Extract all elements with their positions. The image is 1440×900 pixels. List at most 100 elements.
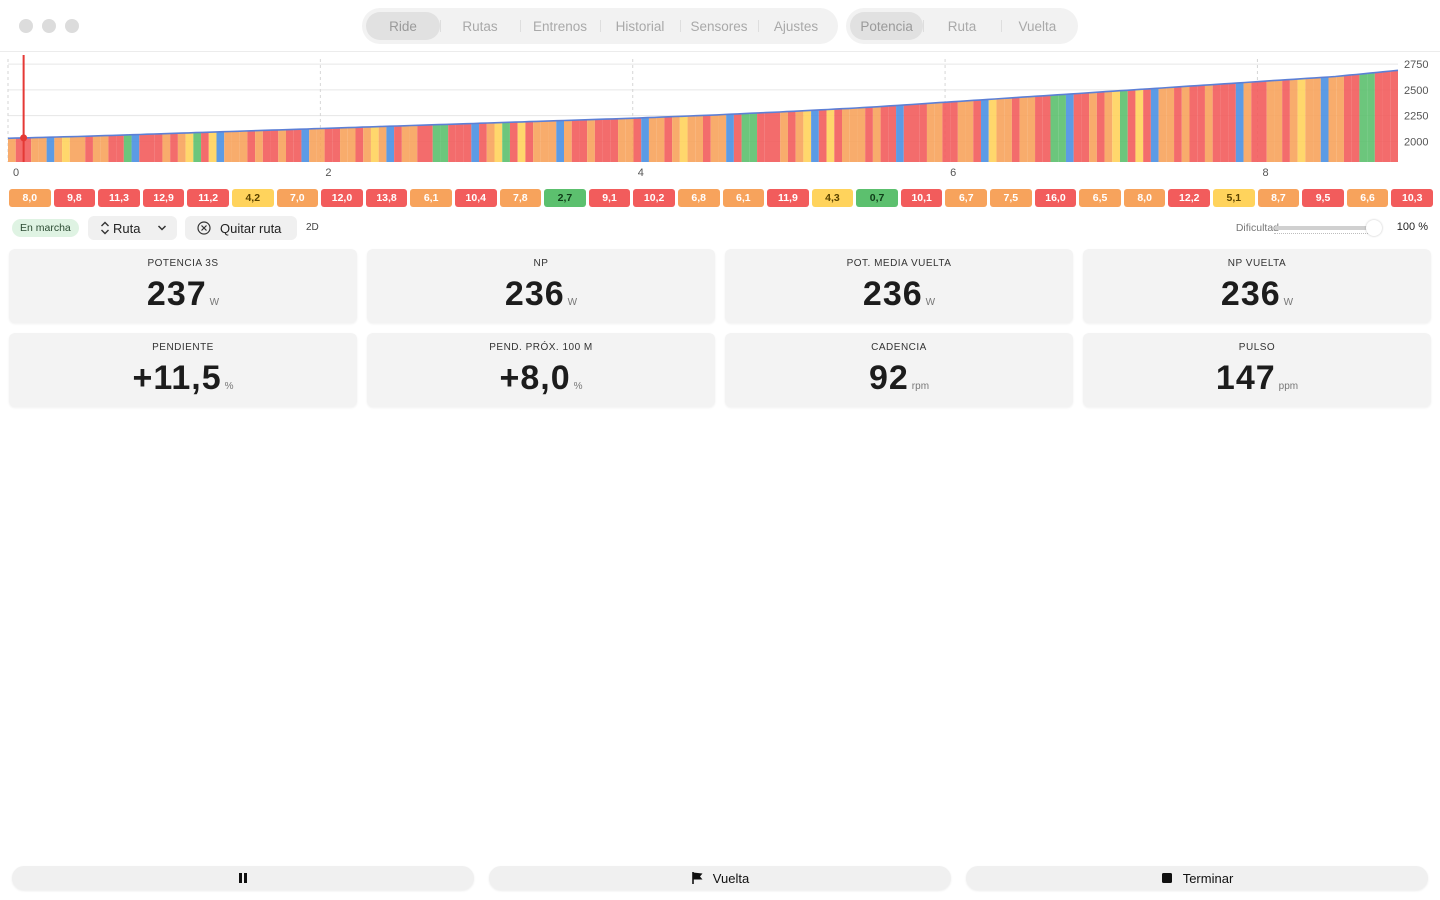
profile-segment bbox=[69, 136, 78, 162]
profile-segment bbox=[332, 127, 341, 162]
profile-segment bbox=[772, 111, 781, 162]
metric-label: NP bbox=[533, 258, 549, 269]
profile-segment bbox=[787, 111, 796, 162]
metric-tile[interactable]: PEND. PRÓX. 100 M +8,0% bbox=[367, 333, 715, 407]
remove-route-label: Quitar ruta bbox=[220, 220, 282, 236]
window-close-button[interactable] bbox=[19, 19, 33, 33]
profile-segment bbox=[641, 117, 649, 162]
tab-vuelta[interactable]: Vuelta bbox=[1000, 12, 1074, 40]
profile-segment bbox=[108, 135, 117, 162]
profile-segment bbox=[981, 99, 989, 162]
pause-button[interactable] bbox=[12, 866, 474, 890]
profile-segment bbox=[1197, 85, 1205, 162]
metric-tile[interactable]: PULSO 147 ppm bbox=[1083, 333, 1431, 407]
grade-box: 10,2 bbox=[633, 189, 675, 207]
remove-route-button[interactable]: Quitar ruta bbox=[185, 216, 297, 240]
profile-segment bbox=[1228, 83, 1236, 162]
metric-tile[interactable]: PENDIENTE +11,5% bbox=[9, 333, 357, 407]
grade-box: 6,1 bbox=[410, 189, 452, 207]
tab-historial[interactable]: Historial bbox=[600, 12, 680, 40]
metric-value-row: +11,5% bbox=[9, 359, 357, 398]
grade-box: 4,3 bbox=[811, 189, 854, 207]
profile-segment bbox=[880, 106, 889, 162]
grade-box: 5,1 bbox=[1213, 189, 1255, 207]
metric-tile[interactable]: POT. MEDIA VUELTA 236 W bbox=[725, 249, 1073, 323]
metric-label: PULSO bbox=[1238, 342, 1276, 353]
grade-box: 13,8 bbox=[365, 189, 408, 207]
profile-segment bbox=[1343, 74, 1352, 162]
position-marker bbox=[20, 134, 28, 142]
metric-tile[interactable]: NP VUELTA 236 W bbox=[1083, 249, 1431, 323]
metric-label: POT. MEDIA VUELTA bbox=[846, 258, 952, 269]
profile-segment bbox=[872, 106, 881, 162]
tab-ruta[interactable]: Ruta bbox=[923, 12, 1000, 40]
profile-segment bbox=[1058, 94, 1066, 162]
route-select[interactable]: Ruta bbox=[88, 216, 177, 240]
x-tick-label: 0 bbox=[13, 167, 19, 179]
profile-segment bbox=[471, 123, 480, 162]
profile-segment bbox=[370, 126, 379, 162]
elevation-profile-chart[interactable]: 2000 2250 2500 2750 0 2 4 6 8 bbox=[0, 55, 1440, 183]
metric-value: 147 bbox=[1215, 359, 1276, 397]
window-zoom-button[interactable] bbox=[65, 19, 79, 33]
profile-segment bbox=[780, 111, 788, 162]
profile-segment bbox=[177, 132, 186, 162]
profile-segment bbox=[540, 121, 549, 162]
tab-potencia[interactable]: Potencia bbox=[850, 12, 924, 40]
metric-value: +11,5 bbox=[132, 359, 222, 397]
tab-ajustes[interactable]: Ajustes bbox=[758, 12, 834, 40]
tab-sensores[interactable]: Sensores bbox=[680, 12, 758, 40]
grade-box: 10,1 bbox=[900, 189, 943, 207]
profile-segment bbox=[1166, 87, 1175, 162]
profile-segment bbox=[517, 121, 526, 162]
grade-box: 7,5 bbox=[990, 189, 1032, 207]
tab-rutas[interactable]: Rutas bbox=[440, 12, 520, 40]
finish-button[interactable]: Terminar bbox=[966, 866, 1428, 890]
metric-unit: W bbox=[1283, 297, 1294, 308]
profile-segment bbox=[525, 121, 534, 162]
profile-segment bbox=[579, 119, 588, 162]
tab-ride[interactable]: Ride bbox=[366, 12, 440, 40]
pause-icon bbox=[239, 873, 247, 883]
metric-tile[interactable]: POTENCIA 3S 237 W bbox=[9, 249, 357, 323]
profile-segment bbox=[100, 135, 109, 162]
difficulty-slider-knob[interactable] bbox=[1366, 220, 1382, 236]
lap-button[interactable]: Vuelta bbox=[489, 866, 951, 890]
profile-segment bbox=[1382, 71, 1391, 162]
profile-segment bbox=[1243, 82, 1252, 162]
profile-segment bbox=[610, 118, 619, 162]
profile-segment bbox=[1035, 95, 1043, 162]
grade-box: 0,7 bbox=[856, 189, 898, 207]
tab-entrenos[interactable]: Entrenos bbox=[520, 12, 600, 40]
profile-segment bbox=[618, 118, 626, 162]
profile-segment bbox=[131, 134, 140, 162]
metric-value-row: 237 W bbox=[9, 275, 357, 314]
metric-unit: W bbox=[567, 297, 578, 308]
difficulty-slider[interactable] bbox=[1274, 226, 1374, 230]
profile-segment bbox=[919, 103, 927, 162]
metric-value-row: +8,0% bbox=[367, 359, 715, 398]
finish-button-label: Terminar bbox=[1182, 870, 1234, 886]
profile-segment bbox=[409, 125, 418, 162]
window-minimize-button[interactable] bbox=[42, 19, 56, 33]
metric-tile[interactable]: CADENCIA 92 rpm bbox=[725, 333, 1073, 407]
profile-segment bbox=[548, 120, 557, 162]
profile-segment bbox=[988, 98, 997, 162]
x-tick-label: 8 bbox=[1262, 167, 1268, 179]
view-mode-toggle[interactable]: 2D bbox=[306, 222, 319, 233]
profile-segment bbox=[293, 129, 302, 162]
grade-box: 8,7 bbox=[1257, 189, 1300, 207]
profile-segment bbox=[8, 138, 16, 162]
profile-segment bbox=[888, 105, 897, 162]
y-tick-label: 2500 bbox=[1404, 85, 1428, 97]
profile-segment bbox=[1089, 92, 1097, 162]
profile-segment bbox=[1289, 79, 1298, 162]
metric-tile[interactable]: NP 236 W bbox=[367, 249, 715, 323]
profile-segment bbox=[1181, 86, 1190, 162]
flag-icon bbox=[691, 872, 703, 884]
view-nav: Potencia Ruta Vuelta bbox=[846, 8, 1078, 44]
profile-segment bbox=[1042, 95, 1051, 162]
profile-segment bbox=[857, 107, 866, 162]
profile-segment bbox=[973, 99, 981, 162]
grade-box: 11,9 bbox=[767, 189, 809, 207]
